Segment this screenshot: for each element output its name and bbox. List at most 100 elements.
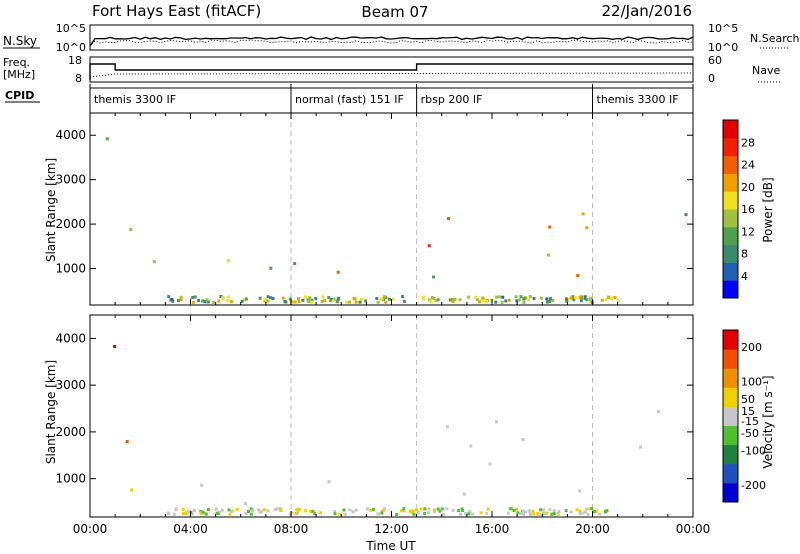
data-cell [527,298,530,302]
data-cell [369,508,373,512]
data-cell [327,480,331,484]
data-cell [572,297,576,301]
data-cell [400,509,404,513]
power-colorbar-segment [723,244,738,263]
data-cell [295,508,299,512]
data-cell [489,298,493,302]
data-cell [336,298,340,302]
data-cell [488,462,492,466]
velocity-colorbar-segment [723,330,738,350]
power-colorbar-segment [723,191,738,210]
data-cell [203,300,207,304]
data-cell [284,300,288,304]
data-cell [377,512,381,516]
data-cell [296,510,300,514]
data-cell [308,296,312,300]
data-cell [589,299,593,303]
y-tick-label: 1000 [55,262,86,276]
data-cell [457,509,460,513]
data-cell [477,300,481,304]
data-cell [307,299,311,303]
data-cell [360,297,364,301]
velocity-colorbar-segment [723,349,738,369]
data-cell [375,297,379,300]
data-cell [225,298,229,302]
data-cell [290,511,294,515]
data-cell [442,512,446,516]
data-cell [541,508,545,512]
data-cell [531,509,535,513]
data-cell [548,299,551,303]
data-cell [113,345,117,348]
data-cell [604,298,608,302]
freq-line [89,63,693,80]
power-colorbar-tick: 8 [741,248,748,261]
data-cell [218,510,222,514]
data-cell [419,507,423,511]
data-cell [293,300,297,304]
data-cell [170,298,174,302]
data-cell [598,512,602,516]
data-cell [411,509,415,513]
data-cell [323,298,327,302]
velocity-colorbar-segment [723,463,738,484]
x-tick-label: 16:00 [475,522,510,536]
velocity-colorbar-segment [723,368,738,388]
data-cell [506,511,510,515]
nave-tick-top: 60 [708,54,722,67]
y-tick-label: 4000 [55,331,86,345]
data-cell [321,295,325,299]
plot-title: Fort Hays East (fitACF) [92,2,261,20]
nsearch-tick-bottom: 10^0 [708,41,738,54]
velocity-colorbar-tick: -15 [741,415,759,428]
velocity-colorbar-tick: -100 [741,444,766,457]
data-cell [550,512,554,516]
velocity-colorbar-segment [723,406,738,427]
data-cell [319,511,323,515]
data-cell [548,508,552,512]
data-cell [504,299,508,303]
data-cell [371,507,375,511]
power-colorbar-segment [723,120,738,139]
nsky-tick-top: 10^5 [56,22,86,35]
data-cell [288,297,292,301]
data-cell [228,512,232,516]
data-cell [464,511,468,515]
velocity-colorbar-tick: 200 [741,341,762,354]
data-cell [585,298,589,302]
data-cell [494,300,498,304]
data-cell [327,296,331,299]
power-colorbar-segment [723,173,738,192]
data-cell [423,507,427,511]
power-panel-bg [90,113,693,305]
data-cell [479,511,483,515]
data-cell [366,507,370,511]
data-cell [343,512,347,516]
x-tick-label: 00:00 [73,522,108,536]
x-tick-label: 12:00 [374,522,409,536]
data-cell [448,298,452,302]
data-cell [485,299,488,303]
data-cell [519,512,523,515]
velocity-colorbar-tick: 100 [741,376,762,389]
data-cell [545,300,549,304]
data-cell [586,512,590,516]
data-cell [269,296,273,300]
nsearch-tick-top: 10^5 [708,22,738,35]
power-colorbar-segment [723,226,738,246]
data-cell [432,508,436,512]
data-cell [507,298,511,302]
power-colorbar-tick: 12 [741,225,755,238]
y-tick-label: 3000 [55,173,86,187]
x-tick-label: 08:00 [274,522,309,536]
data-cell [249,507,253,511]
data-cell [217,299,221,303]
power-colorbar-frame [722,119,739,299]
data-cell [244,297,248,301]
data-cell [578,510,582,514]
data-cell [235,507,239,511]
data-cell [249,512,253,516]
data-cell [557,509,561,513]
data-cell [616,299,620,303]
data-cell [609,296,613,300]
